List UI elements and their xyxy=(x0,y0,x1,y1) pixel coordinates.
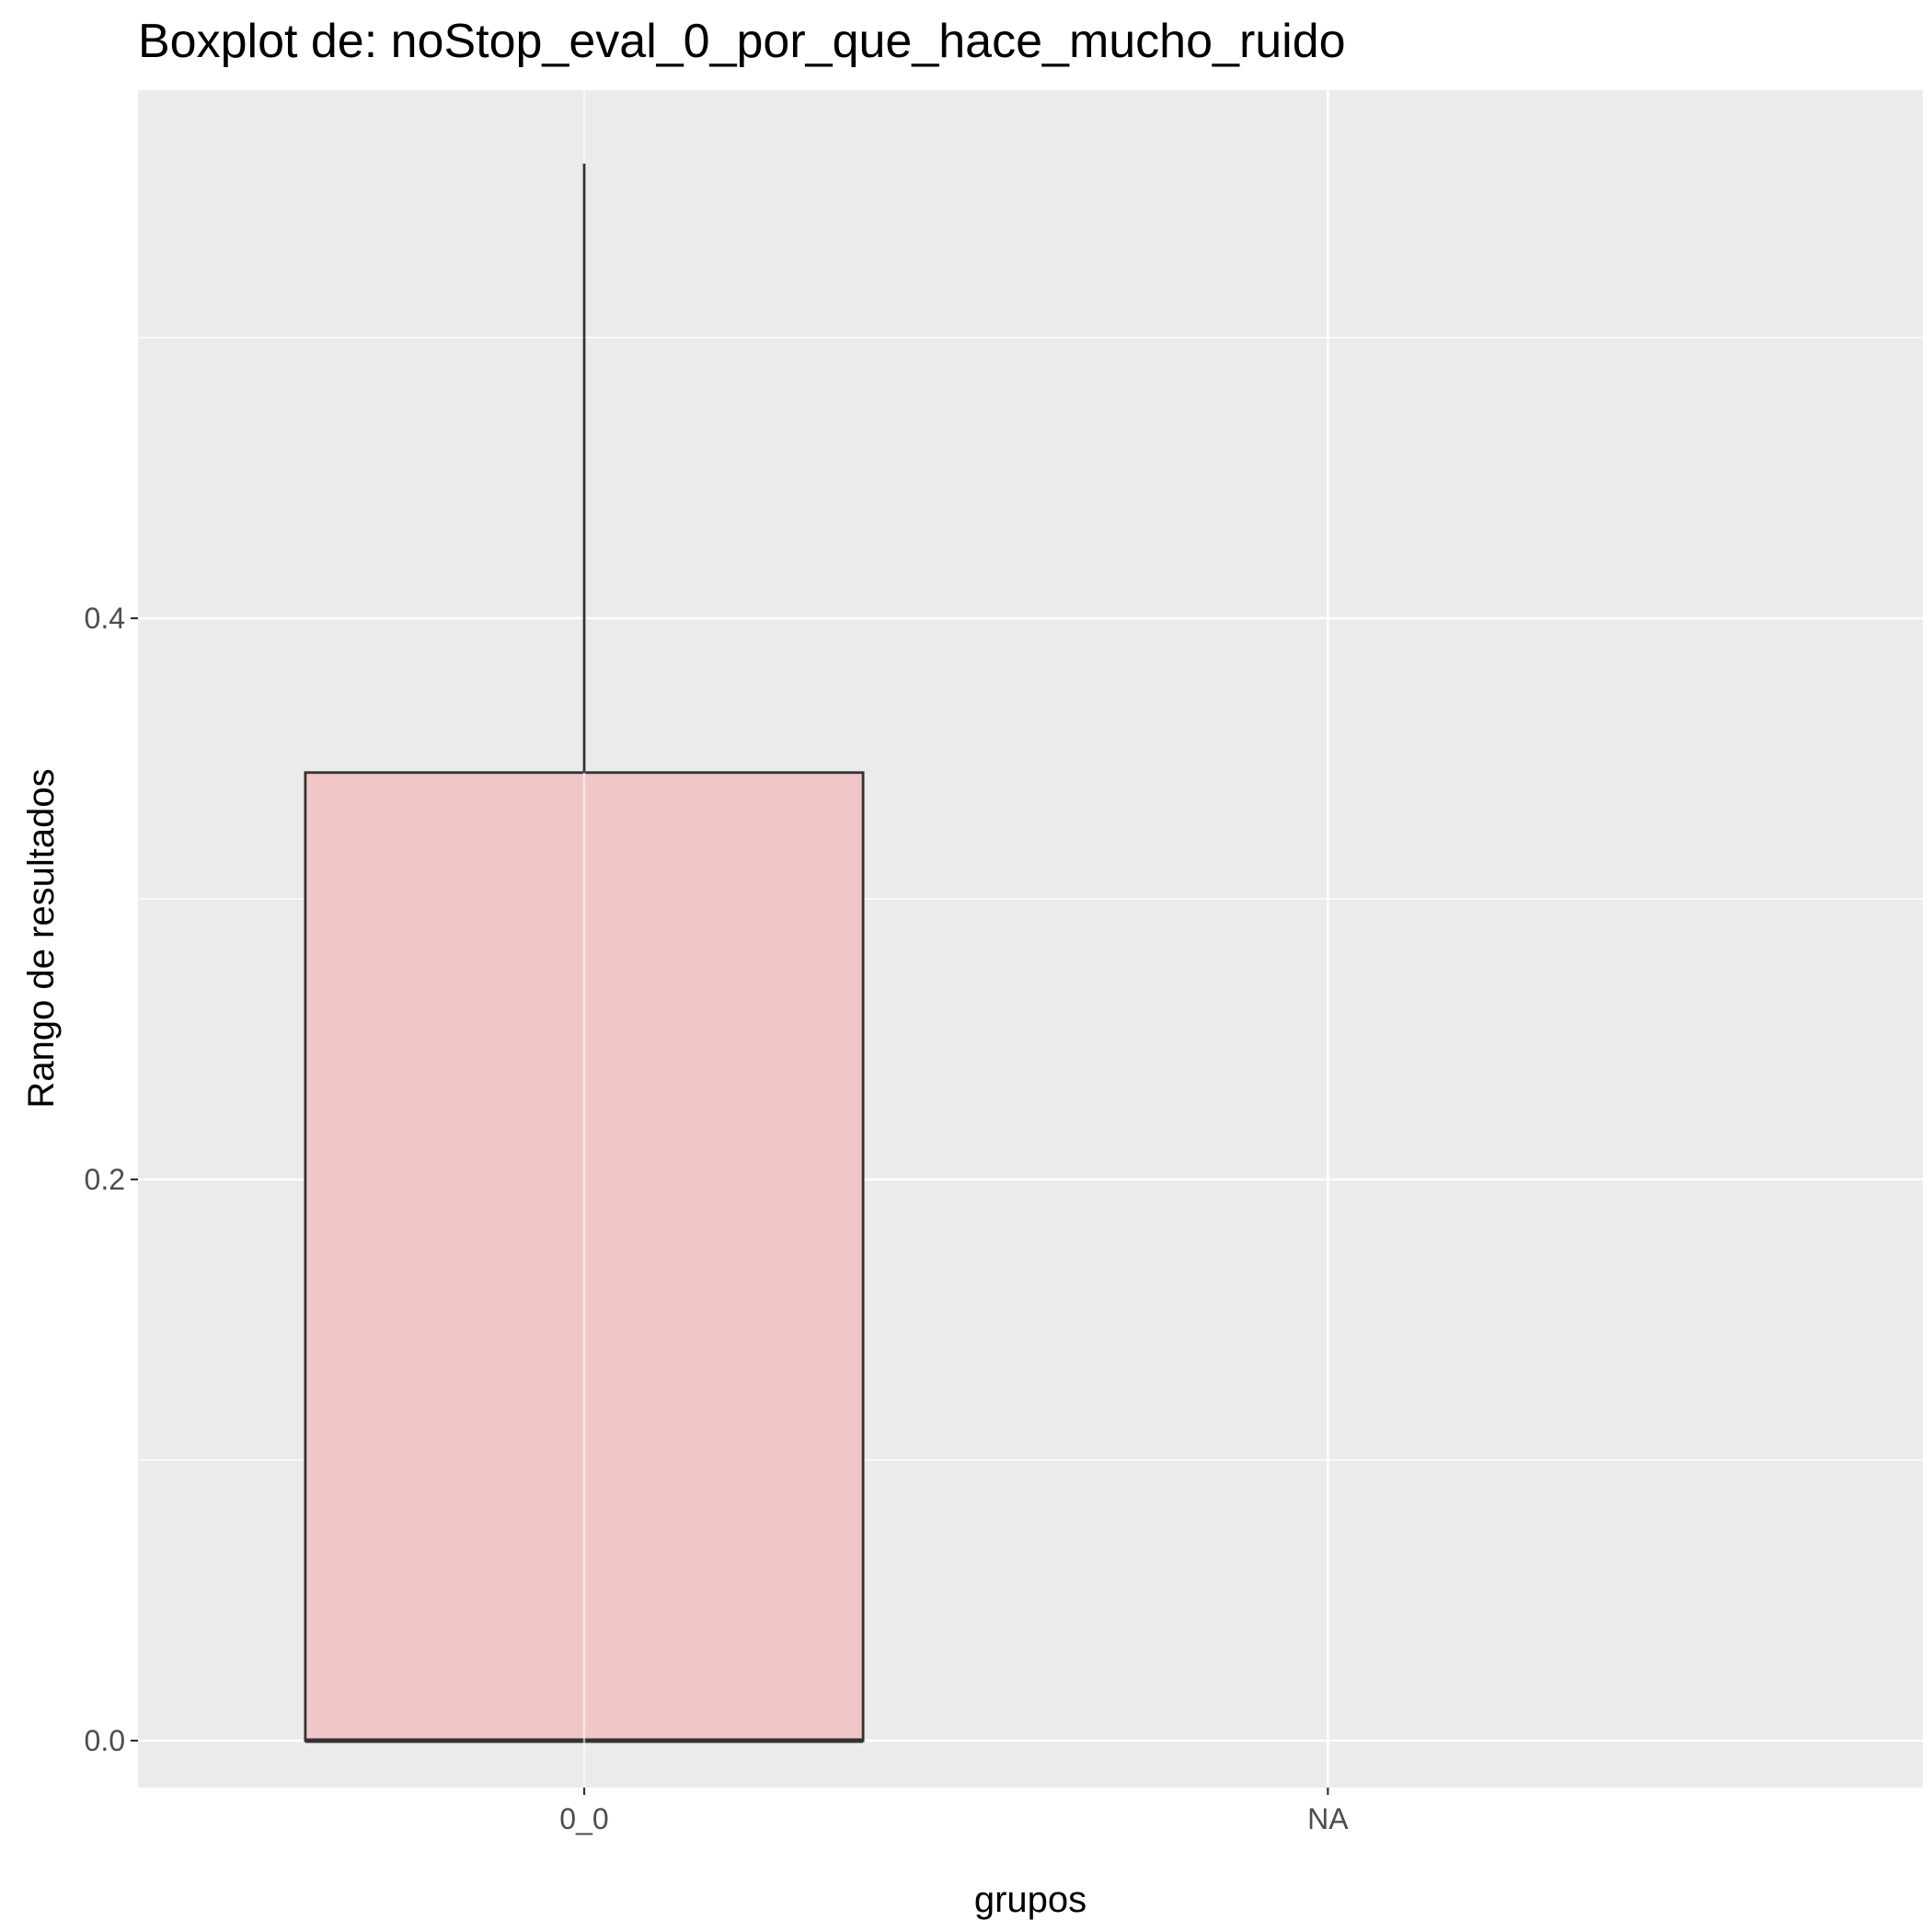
x-tick-label: NA xyxy=(1307,1802,1349,1835)
x-axis-title: grupos xyxy=(974,1880,1087,1920)
y-tick-label: 0.2 xyxy=(85,1163,125,1196)
axis-layer: 0.0 0.2 0.4 0_0 NA xyxy=(85,602,1350,1835)
chart-title: Boxplot de: noStop_eval_0_por_que_hace_m… xyxy=(138,15,1346,68)
y-axis-title: Rango de resultados xyxy=(21,768,62,1108)
y-tick-label: 0.4 xyxy=(85,602,125,635)
box-layer xyxy=(304,90,1329,1788)
y-tick-label: 0.0 xyxy=(85,1724,125,1757)
x-tick-label: 0_0 xyxy=(559,1802,608,1835)
